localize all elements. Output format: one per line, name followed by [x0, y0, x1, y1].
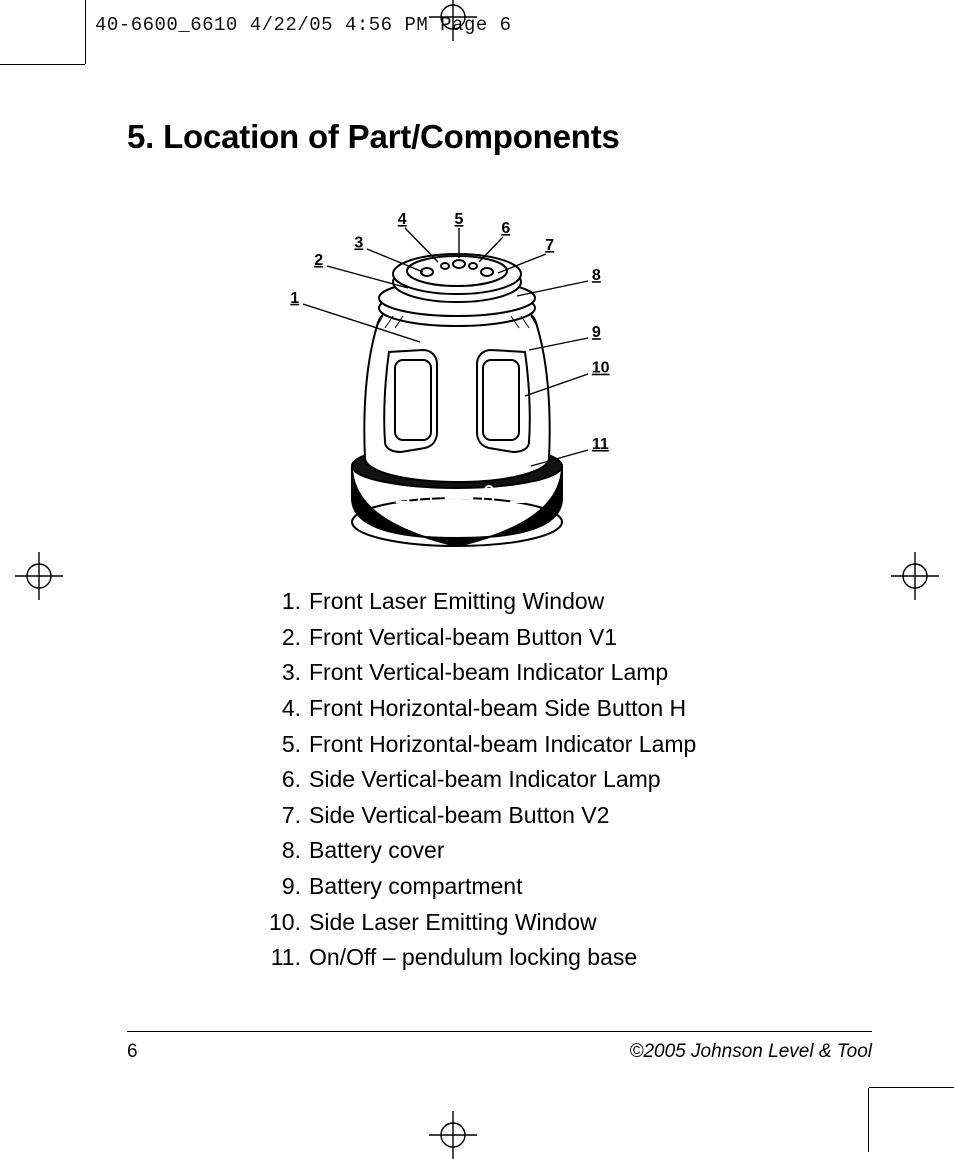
- list-item-text: Front Horizontal-beam Side Button H: [309, 691, 686, 727]
- content-area: 5. Location of Part/Components: [127, 118, 872, 976]
- list-item-number: 8.: [267, 833, 309, 869]
- list-item-number: 11.: [267, 940, 309, 976]
- list-item-text: Front Horizontal-beam Indicator Lamp: [309, 727, 696, 763]
- list-item: 7.Side Vertical-beam Button V2: [267, 798, 872, 834]
- registration-mark-icon: [429, 0, 477, 41]
- list-item-text: On/Off – pendulum locking base: [309, 940, 637, 976]
- list-item: 3.Front Vertical-beam Indicator Lamp: [267, 655, 872, 691]
- list-item-number: 4.: [267, 691, 309, 727]
- trim-rule: [85, 0, 86, 64]
- trim-rule: [869, 1087, 954, 1088]
- callout-label: 3: [354, 234, 363, 251]
- list-item: 10.Side Laser Emitting Window: [267, 905, 872, 941]
- callout-label: 1: [290, 290, 299, 307]
- list-item-number: 1.: [267, 584, 309, 620]
- list-item-text: Side Vertical-beam Indicator Lamp: [309, 762, 661, 798]
- list-item: 5.Front Horizontal-beam Indicator Lamp: [267, 727, 872, 763]
- list-item-number: 10.: [267, 905, 309, 941]
- list-item-text: Battery compartment: [309, 869, 522, 905]
- list-item: 8.Battery cover: [267, 833, 872, 869]
- callout-label: 10: [592, 360, 610, 377]
- list-item: 6.Side Vertical-beam Indicator Lamp: [267, 762, 872, 798]
- list-item-number: 2.: [267, 620, 309, 656]
- section-heading: 5. Location of Part/Components: [127, 118, 872, 156]
- list-item-number: 6.: [267, 762, 309, 798]
- parts-list: 1.Front Laser Emitting Window2.Front Ver…: [127, 584, 872, 976]
- list-item-text: Side Vertical-beam Button V2: [309, 798, 609, 834]
- list-item: 4.Front Horizontal-beam Side Button H: [267, 691, 872, 727]
- callout-label: 5: [455, 211, 464, 228]
- list-item-number: 7.: [267, 798, 309, 834]
- list-item: 11.On/Off – pendulum locking base: [267, 940, 872, 976]
- list-item-number: 5.: [267, 727, 309, 763]
- list-item-text: Front Laser Emitting Window: [309, 584, 604, 620]
- trim-rule: [0, 64, 85, 65]
- list-item: 2.Front Vertical-beam Button V1: [267, 620, 872, 656]
- footer-rule: [127, 1031, 872, 1032]
- list-item-number: 9.: [267, 869, 309, 905]
- callout-label: 4: [398, 211, 407, 228]
- parts-diagram: 1 2 3 4 5 6 7 8 9 10 11: [127, 166, 872, 560]
- page-number: 6: [127, 1041, 138, 1063]
- callout-label: 2: [314, 252, 323, 269]
- list-item: 1.Front Laser Emitting Window: [267, 584, 872, 620]
- list-item-text: Battery cover: [309, 833, 445, 869]
- registration-mark-icon: [891, 552, 939, 600]
- registration-mark-icon: [15, 552, 63, 600]
- callout-label: 7: [545, 237, 554, 254]
- list-item-text: Front Vertical-beam Indicator Lamp: [309, 655, 668, 691]
- callout-label: 11: [592, 436, 609, 453]
- list-item-text: Side Laser Emitting Window: [309, 905, 597, 941]
- list-item: 9.Battery compartment: [267, 869, 872, 905]
- list-item-number: 3.: [267, 655, 309, 691]
- list-item-text: Front Vertical-beam Button V1: [309, 620, 617, 656]
- callout-label: 6: [501, 220, 510, 237]
- callout-label: 9: [592, 324, 601, 341]
- page: 40-6600_6610 4/22/05 4:56 PM Page 6 5. L…: [0, 0, 954, 1152]
- copyright: ©2005 Johnson Level & Tool: [629, 1041, 872, 1063]
- callout-label: 8: [592, 267, 601, 284]
- trim-rule: [868, 1088, 869, 1152]
